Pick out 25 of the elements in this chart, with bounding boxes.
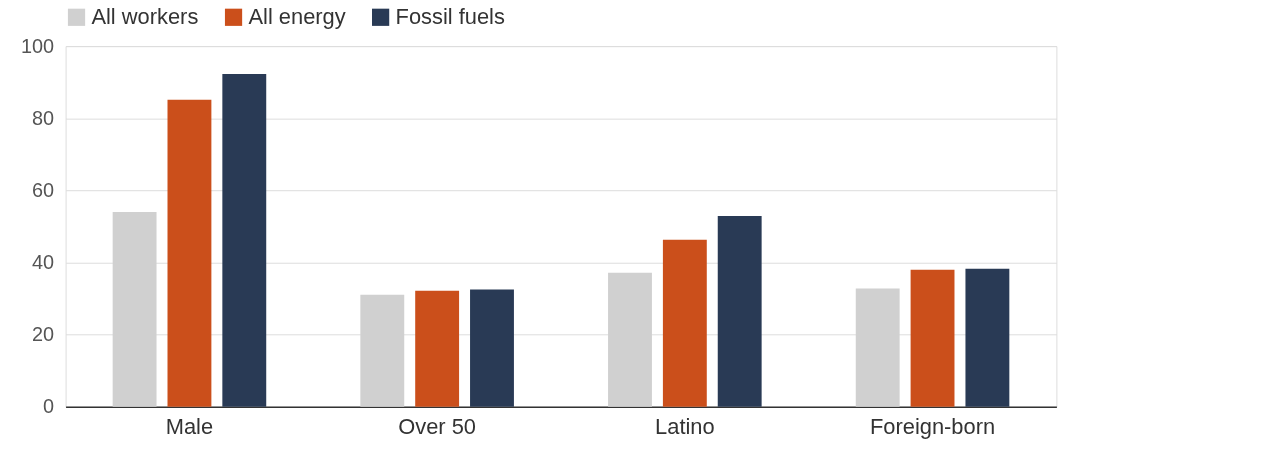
- y-tick-label: 80: [32, 106, 55, 129]
- legend-label: All energy: [248, 4, 346, 30]
- y-tick-label: 20: [32, 323, 55, 346]
- y-tick-label: 60: [32, 178, 55, 201]
- bar: [222, 73, 267, 407]
- bar: [415, 290, 460, 407]
- bar: [662, 239, 707, 407]
- legend-label: All workers: [91, 4, 199, 30]
- bar: [470, 289, 514, 407]
- legend-label: Fossil fuels: [395, 4, 505, 30]
- bar: [167, 99, 212, 407]
- x-tick-label: Foreign-born: [869, 414, 996, 440]
- x-tick-label: Latino: [655, 414, 715, 440]
- y-tick-label: 40: [32, 251, 55, 274]
- bar: [360, 294, 405, 407]
- x-tick-label: Male: [165, 414, 214, 440]
- x-tick-label: Over 50: [398, 414, 477, 440]
- bar: [910, 269, 955, 407]
- bar: [965, 268, 1010, 407]
- bar: [717, 216, 762, 407]
- y-tick-label: 0: [43, 395, 55, 418]
- bar: [608, 272, 652, 407]
- bar: [112, 212, 157, 407]
- y-tick-label: 100: [21, 34, 55, 57]
- bar: [855, 288, 900, 407]
